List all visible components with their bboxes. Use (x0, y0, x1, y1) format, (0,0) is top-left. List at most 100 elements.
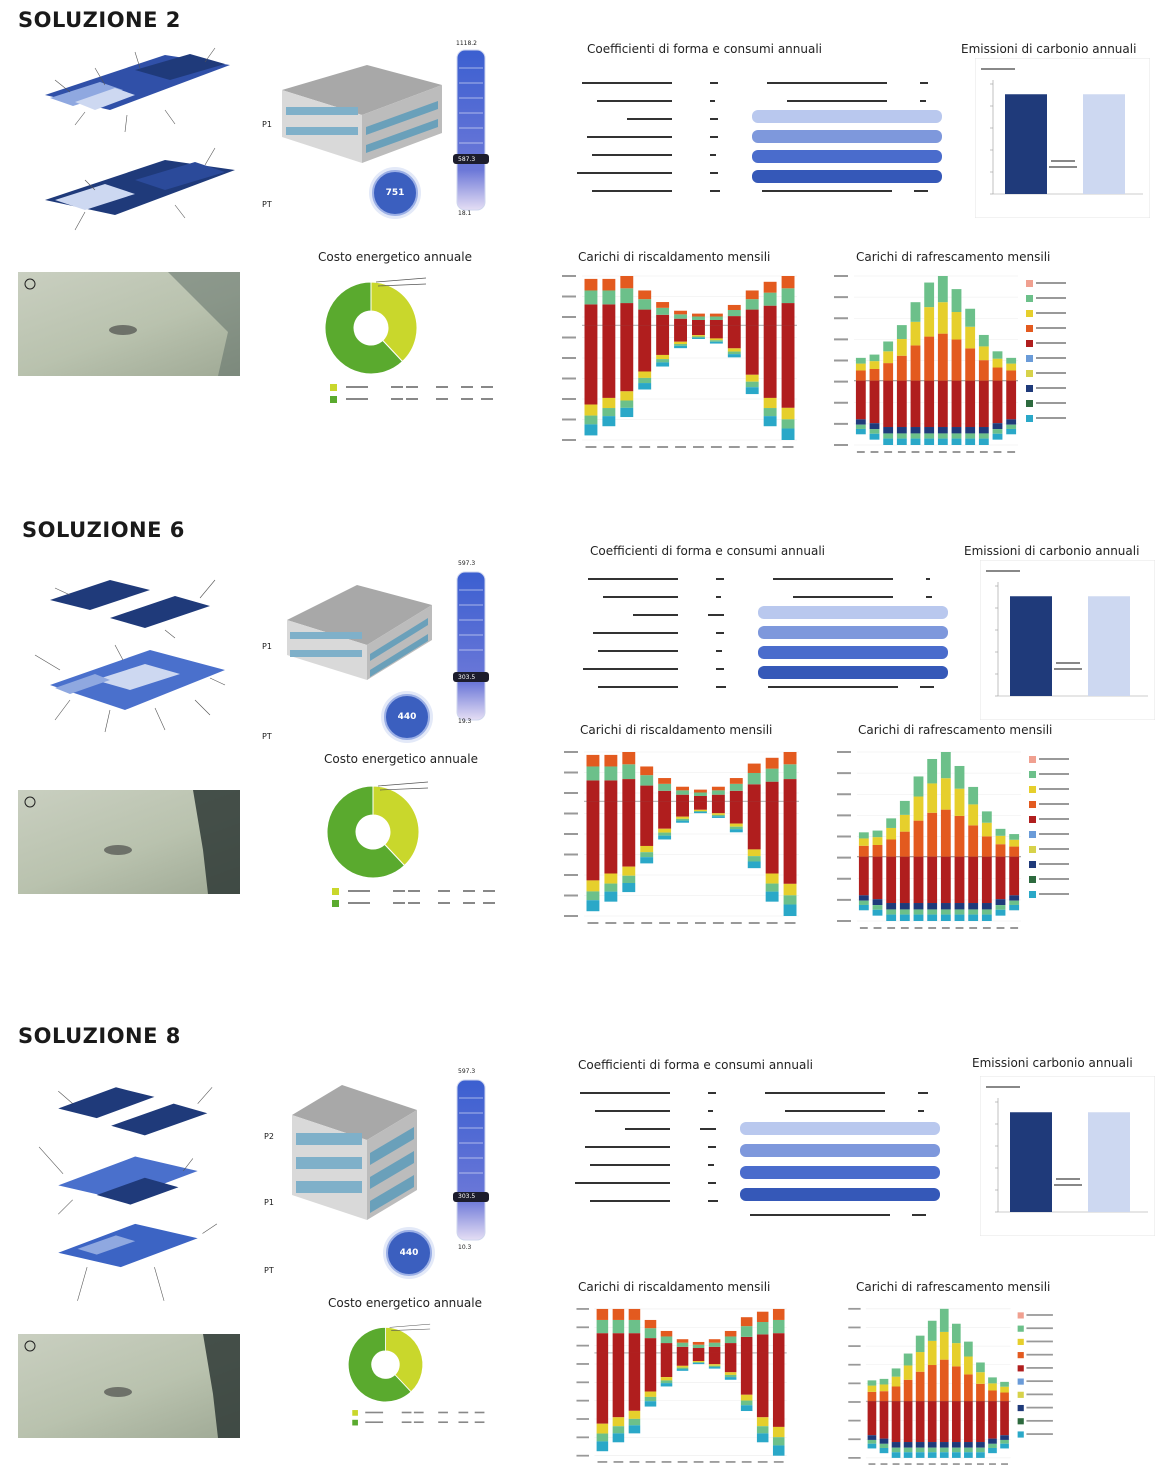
bar-segment (1000, 1443, 1009, 1449)
bar-segment (879, 1443, 889, 1448)
bar-segment (992, 358, 1003, 368)
donut-slice (372, 785, 420, 867)
bar-segment (951, 1343, 961, 1367)
bar-segment (660, 1330, 673, 1337)
x-tick-label (748, 922, 760, 924)
bar-segment (951, 438, 962, 445)
bar-segment (740, 1405, 753, 1412)
bar-segment (586, 801, 600, 881)
bar-segment (676, 1367, 689, 1370)
bar-segment (708, 1342, 721, 1347)
thermo-mid-value: 587.3 (458, 156, 476, 163)
bar-segment (586, 754, 600, 767)
donut-slice (347, 1326, 412, 1403)
bar-segment (939, 1359, 949, 1402)
coeff-title: Coefficienti di forma e consumi annuali (587, 42, 823, 56)
bar-segment (1000, 1401, 1009, 1436)
bar-segment (640, 785, 654, 802)
bar-segment (656, 362, 670, 367)
bar-segment (740, 1326, 753, 1337)
bar-segment (954, 909, 965, 915)
bar-segment (899, 800, 910, 815)
bar-segment (855, 357, 866, 364)
x-tick-label (725, 1461, 736, 1463)
y-tick-label (564, 812, 578, 815)
bar-segment (883, 433, 894, 439)
bar-segment (988, 1443, 997, 1448)
emissions-title: Emissioni di carbonio annuali (964, 544, 1140, 558)
bar-segment (891, 1447, 901, 1453)
bar-segment (978, 380, 989, 428)
bar-segment (1009, 895, 1020, 901)
x-tick-label (916, 1463, 924, 1465)
thermo-top-value: 1118.2 (456, 40, 477, 47)
y-tick-label (564, 833, 578, 835)
y-tick-label (562, 316, 576, 318)
bar-segment (937, 333, 948, 381)
bar-segment (872, 905, 883, 910)
legend-swatch (1017, 1418, 1024, 1425)
bar-segment (924, 438, 935, 445)
legend-text-line (1039, 773, 1069, 775)
x-tick-label (989, 1463, 996, 1465)
bar-segment (927, 914, 938, 921)
legend-swatch (1017, 1338, 1024, 1345)
legend-swatch (1017, 1378, 1024, 1385)
legend-swatch (330, 396, 337, 403)
heating-title: Carichi di riscaldamento mensili (580, 723, 773, 737)
bar-segment (692, 1348, 705, 1353)
bar-segment (858, 900, 869, 905)
bar-segment (927, 1320, 937, 1341)
legend-text-line (406, 386, 418, 388)
bar-segment (756, 1417, 769, 1427)
bar-segment (964, 1356, 973, 1375)
bar-segment (644, 1352, 657, 1392)
legend-text-line (1026, 1393, 1053, 1396)
bar-segment (858, 832, 869, 839)
bar-segment (867, 1401, 877, 1436)
bar-segment (1006, 357, 1017, 364)
bar-segment (596, 1441, 609, 1452)
legend-swatch (1017, 1404, 1024, 1412)
bar-segment (872, 899, 883, 906)
x-tick-label (709, 1461, 720, 1463)
bar-segment (747, 784, 761, 802)
bar-segment (763, 325, 777, 398)
bar-segment (1009, 834, 1020, 840)
x-tick-label (641, 922, 653, 924)
legend-swatch (1017, 1391, 1024, 1398)
legend-text-line (483, 890, 495, 892)
bar-segment (879, 1378, 889, 1385)
bar-segment (924, 433, 935, 439)
legend-text-line (1026, 1340, 1053, 1343)
legend-swatch (1026, 370, 1033, 377)
bar-segment (709, 316, 723, 320)
legend-text-line (458, 1421, 469, 1424)
bar-segment (740, 1352, 753, 1395)
bar-segment (676, 1342, 689, 1347)
bar-segment (692, 337, 705, 339)
bar-segment (954, 765, 965, 789)
bar-segment (622, 764, 636, 780)
solution-title: SOLUZIONE 8 (18, 1024, 181, 1048)
bar-segment (891, 1401, 901, 1443)
legend-text-line (1036, 417, 1066, 419)
solution-2: SOLUZIONE 2 P1 PT (0, 0, 1161, 480)
bar-segment (628, 1308, 641, 1320)
x-tick-label (712, 922, 724, 924)
legend-text-line (438, 1421, 448, 1424)
solution-title: SOLUZIONE 2 (18, 8, 181, 32)
bar-segment (765, 757, 779, 769)
legend-text-line (1026, 1314, 1053, 1316)
bar-segment (1006, 363, 1017, 371)
bar-segment (604, 801, 618, 874)
bar-segment (644, 1401, 657, 1407)
x-tick-label (887, 927, 896, 929)
heating-chart (562, 275, 797, 448)
legend-swatch (1026, 385, 1033, 392)
bar-segment (903, 1442, 913, 1448)
bar-segment (694, 809, 707, 812)
legend-text-line (408, 890, 420, 892)
x-tick-label (966, 451, 975, 453)
bar-segment (992, 380, 1003, 424)
